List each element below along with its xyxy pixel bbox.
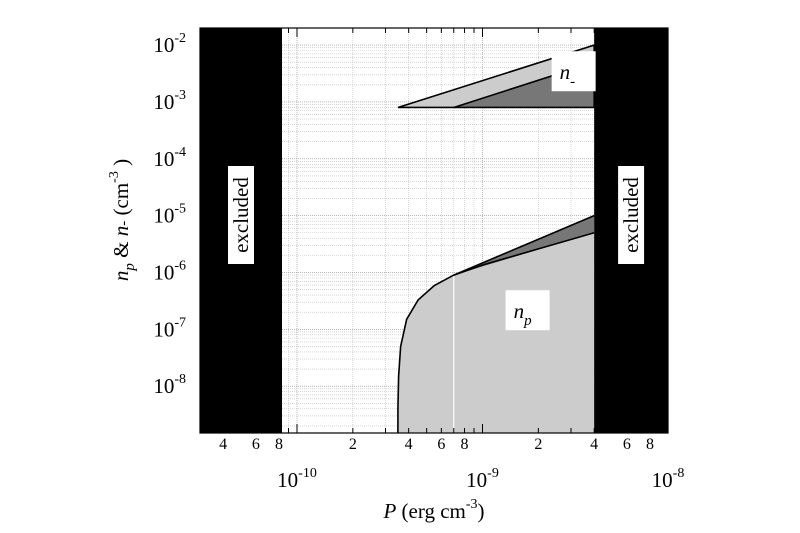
y-axis-title: np & n- (cm-3 ) xyxy=(107,159,138,281)
x-tick-label-base: 10 xyxy=(277,468,298,492)
y-tick-label: 10-4 xyxy=(153,145,186,171)
x-minor-tick-label: 6 xyxy=(623,436,631,453)
region-label-base: n xyxy=(514,299,525,323)
y-axis-title-amp: & xyxy=(109,236,133,263)
x-minor-tick-label: 4 xyxy=(219,436,227,453)
y-tick-label-base: 10 xyxy=(153,260,174,284)
y-axis-title-unit: (cm xyxy=(109,183,133,221)
excluded-label: excluded xyxy=(229,177,253,253)
excluded-label: excluded xyxy=(619,177,643,253)
x-tick-label: 10-8 xyxy=(652,466,685,492)
x-axis-title-sup: -3 xyxy=(466,497,478,512)
x-minor-tick-label: 2 xyxy=(349,436,357,453)
x-minor-tick-label: 6 xyxy=(437,436,445,453)
plot-frame xyxy=(199,27,669,434)
region-label-box xyxy=(505,290,550,331)
y-tick-label-exp: -2 xyxy=(174,31,186,46)
x-minor-tick-label: 2 xyxy=(534,436,542,453)
y-axis-title-nminus-sub: - xyxy=(116,221,132,226)
y-tick-label: 10-6 xyxy=(153,258,186,284)
x-tick-label: 10-9 xyxy=(466,466,499,492)
x-minor-tick-label: 8 xyxy=(275,436,283,453)
region-label-base: n xyxy=(560,60,571,84)
y-tick-label: 10-8 xyxy=(153,372,186,398)
x-minor-tick-label: 6 xyxy=(252,436,260,453)
y-tick-label-exp: -8 xyxy=(174,372,186,387)
y-axis-title-np-sub: p xyxy=(122,263,138,272)
x-tick-label-exp: -9 xyxy=(487,466,499,481)
y-tick-label-exp: -5 xyxy=(174,202,186,217)
region-outline xyxy=(397,231,595,433)
y-tick-label-exp: -4 xyxy=(174,145,186,160)
x-tick-label: 10-10 xyxy=(277,466,317,492)
y-axis-title-sup: -3 xyxy=(107,171,122,183)
x-tick-label-exp: -10 xyxy=(298,466,317,481)
excluded-label-box xyxy=(618,166,645,264)
y-tick-label: 10-2 xyxy=(153,31,186,57)
region-label: np xyxy=(514,299,533,329)
x-axis-title: P (erg cm-3) xyxy=(382,497,484,523)
region-label-sub: p xyxy=(523,313,532,329)
y-tick-label: 10-7 xyxy=(153,315,186,341)
region-fill xyxy=(397,232,595,433)
x-minor-tick-label: 8 xyxy=(461,436,469,453)
y-tick-label: 10-5 xyxy=(153,202,186,228)
y-axis-title-nminus: n xyxy=(109,226,133,237)
excluded-label-box xyxy=(227,166,254,264)
x-axis-title-var: P xyxy=(382,499,396,523)
y-tick-label-base: 10 xyxy=(153,317,174,341)
y-tick-label-base: 10 xyxy=(153,204,174,228)
y-axis-title-np: n xyxy=(109,271,133,282)
y-tick-label-exp: -3 xyxy=(174,88,186,103)
x-axis-title-close: ) xyxy=(478,499,485,523)
x-tick-label-exp: -8 xyxy=(673,466,685,481)
x-axis-title-text: (erg cm xyxy=(396,499,466,523)
y-tick-label-base: 10 xyxy=(153,90,174,114)
y-tick-label: 10-3 xyxy=(153,88,186,114)
y-tick-label-exp: -7 xyxy=(174,315,186,330)
x-tick-label-base: 10 xyxy=(652,468,673,492)
region-label-sub: - xyxy=(570,74,575,90)
x-minor-tick-label: 8 xyxy=(646,436,654,453)
y-tick-label-base: 10 xyxy=(153,33,174,57)
region-label-box xyxy=(551,51,596,92)
x-minor-tick-label: 4 xyxy=(405,436,413,453)
x-tick-label-base: 10 xyxy=(466,468,487,492)
y-axis-title-close: ) xyxy=(109,159,133,171)
region-label: n- xyxy=(560,60,576,90)
y-tick-label-base: 10 xyxy=(153,147,174,171)
region-outline xyxy=(453,214,595,276)
y-tick-label-base: 10 xyxy=(153,374,174,398)
x-minor-tick-label: 4 xyxy=(590,436,598,453)
y-tick-label-exp: -6 xyxy=(174,258,186,273)
